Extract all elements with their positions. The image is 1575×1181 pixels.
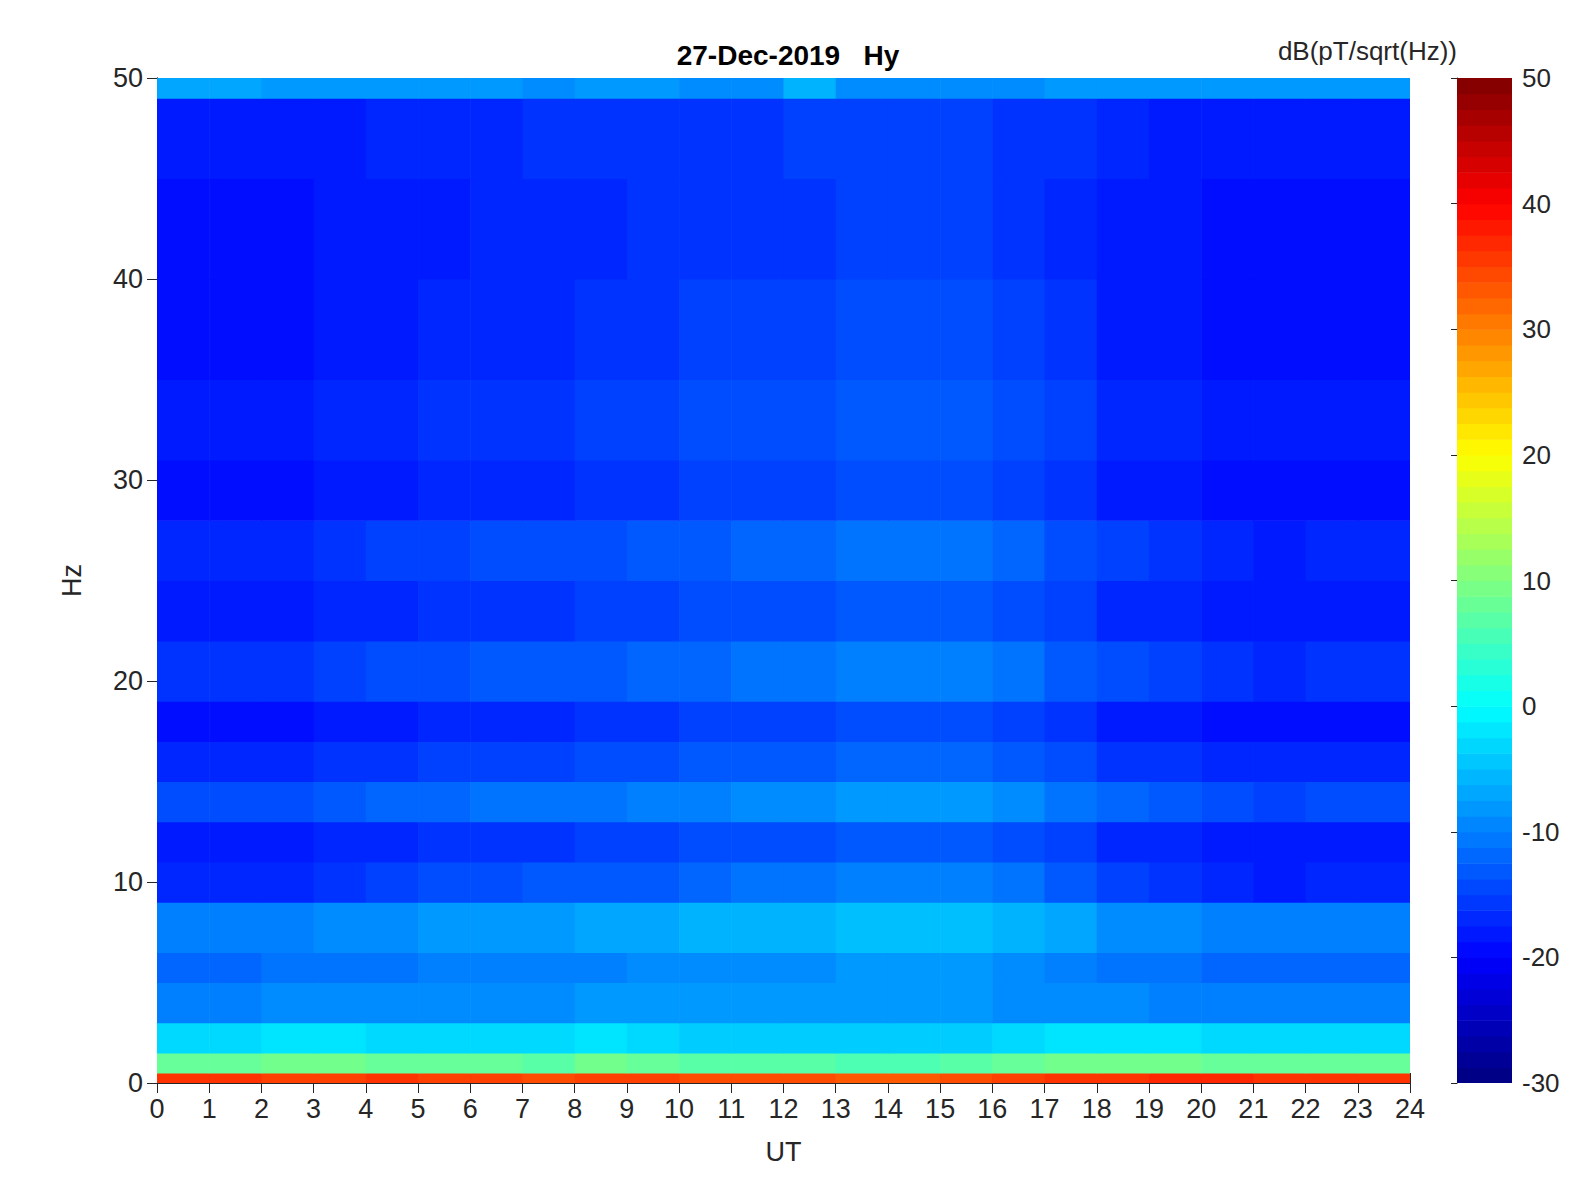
svg-text:17: 17: [1030, 1094, 1060, 1124]
svg-text:40: 40: [1522, 189, 1551, 219]
svg-text:-30: -30: [1522, 1068, 1560, 1098]
svg-text:Hz: Hz: [57, 564, 87, 597]
svg-text:5: 5: [411, 1094, 426, 1124]
svg-text:10: 10: [113, 867, 143, 897]
svg-text:-20: -20: [1522, 942, 1560, 972]
svg-text:20: 20: [113, 666, 143, 696]
svg-text:16: 16: [977, 1094, 1007, 1124]
svg-text:50: 50: [1522, 63, 1551, 93]
svg-text:19: 19: [1134, 1094, 1164, 1124]
svg-text:0: 0: [149, 1094, 164, 1124]
svg-text:0: 0: [1522, 691, 1536, 721]
svg-text:4: 4: [358, 1094, 373, 1124]
svg-text:1: 1: [202, 1094, 217, 1124]
svg-text:20: 20: [1186, 1094, 1216, 1124]
svg-text:50: 50: [113, 63, 143, 93]
svg-text:15: 15: [925, 1094, 955, 1124]
svg-text:12: 12: [768, 1094, 798, 1124]
svg-text:10: 10: [664, 1094, 694, 1124]
svg-text:-10: -10: [1522, 817, 1560, 847]
svg-text:6: 6: [463, 1094, 478, 1124]
svg-text:0: 0: [128, 1068, 143, 1098]
svg-text:24: 24: [1395, 1094, 1425, 1124]
svg-text:20: 20: [1522, 440, 1551, 470]
svg-text:11: 11: [717, 1094, 745, 1124]
svg-text:13: 13: [821, 1094, 851, 1124]
svg-text:2: 2: [254, 1094, 269, 1124]
svg-text:dB(pT/sqrt(Hz)): dB(pT/sqrt(Hz)): [1278, 36, 1457, 66]
svg-text:UT: UT: [766, 1137, 802, 1167]
svg-text:9: 9: [619, 1094, 634, 1124]
svg-text:40: 40: [113, 264, 143, 294]
svg-text:18: 18: [1082, 1094, 1112, 1124]
svg-text:21: 21: [1238, 1094, 1268, 1124]
svg-text:23: 23: [1343, 1094, 1373, 1124]
svg-text:27-Dec-2019 Hy: 27-Dec-2019 Hy: [677, 40, 900, 71]
svg-text:14: 14: [873, 1094, 903, 1124]
svg-text:30: 30: [1522, 314, 1551, 344]
svg-text:8: 8: [567, 1094, 582, 1124]
svg-text:3: 3: [306, 1094, 321, 1124]
svg-text:22: 22: [1291, 1094, 1321, 1124]
svg-text:7: 7: [515, 1094, 530, 1124]
svg-text:10: 10: [1522, 566, 1551, 596]
svg-text:30: 30: [113, 465, 143, 495]
